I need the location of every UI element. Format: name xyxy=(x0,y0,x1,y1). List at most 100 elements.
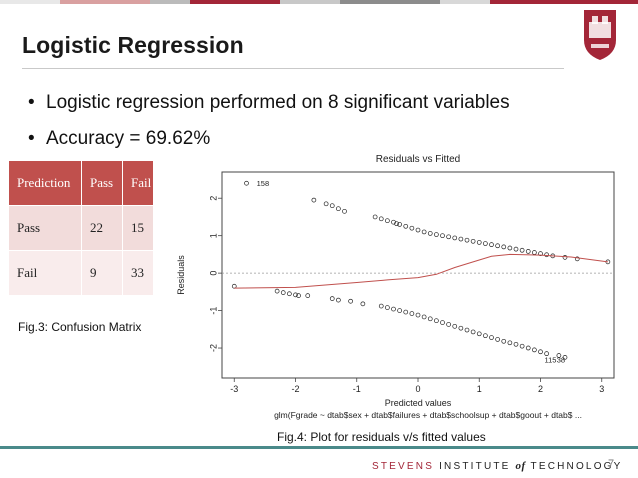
confusion-matrix-caption: Fig.3: Confusion Matrix xyxy=(18,320,142,334)
y-tick-label: -2 xyxy=(208,344,218,352)
data-point-lower xyxy=(513,341,519,347)
data-point-upper xyxy=(544,252,549,258)
data-point-upper xyxy=(394,221,399,227)
data-point-lower xyxy=(440,320,445,325)
data-point-upper xyxy=(378,216,384,222)
smooth-trend-line xyxy=(234,253,608,289)
data-point-upper xyxy=(525,249,531,254)
table-cell: Pass xyxy=(8,205,82,251)
data-point-lower xyxy=(348,298,353,304)
data-point-lower xyxy=(231,283,237,289)
table-cell: 22 xyxy=(81,205,123,251)
x-tick-label: -2 xyxy=(291,384,299,394)
data-point-upper xyxy=(501,244,507,250)
top-color-bar xyxy=(0,0,638,4)
data-point-upper xyxy=(342,208,347,214)
data-point-lower xyxy=(532,347,537,353)
data-point-upper xyxy=(434,232,439,237)
data-point-lower xyxy=(507,340,513,346)
data-point-upper xyxy=(409,225,415,231)
data-point-upper xyxy=(489,242,494,248)
data-point-lower xyxy=(446,322,451,327)
data-point-lower xyxy=(403,309,409,315)
data-point-lower xyxy=(296,293,301,298)
y-tick-label: 2 xyxy=(208,196,218,201)
data-point-lower xyxy=(544,351,549,357)
data-point-lower xyxy=(434,318,439,324)
confusion-matrix-table: Prediction Pass Fail Pass 22 15 Fail 9 3… xyxy=(8,160,154,296)
data-point-lower xyxy=(562,355,568,360)
x-tick-label: 2 xyxy=(538,384,543,394)
data-point-upper xyxy=(538,251,543,257)
data-point-lower xyxy=(421,314,427,320)
data-point-upper xyxy=(372,214,378,220)
slide-title: Logistic Regression xyxy=(22,32,244,58)
data-point-upper xyxy=(311,197,317,203)
data-point-lower xyxy=(427,316,433,322)
data-point-upper xyxy=(446,234,451,240)
x-tick-label: 3 xyxy=(599,384,604,394)
bullet-item: • Logistic regression performed on 8 sign… xyxy=(28,92,510,113)
data-point-lower xyxy=(483,333,488,339)
data-point-lower xyxy=(385,305,390,310)
data-point-upper xyxy=(507,245,513,251)
point-annotation: 115 xyxy=(545,355,557,364)
data-point-upper xyxy=(329,203,335,209)
data-point-upper xyxy=(464,237,470,243)
table-header-cell: Pass xyxy=(81,160,123,206)
residuals-vs-fitted-plot: Residuals vs Fitted -3 -2 -1 0 1 2 3 -2 -1 0 1 2 Pred… xyxy=(176,154,615,420)
data-point-upper xyxy=(574,256,580,262)
data-point-lower xyxy=(274,288,280,294)
table-cell: Fail xyxy=(8,250,82,296)
data-point-upper xyxy=(458,236,464,242)
y-axis-label: Residuals xyxy=(176,255,186,295)
data-point-lower xyxy=(470,329,476,335)
data-point-upper xyxy=(495,243,500,249)
data-point-upper xyxy=(470,238,476,244)
data-point-upper xyxy=(421,229,427,235)
data-point-lower xyxy=(458,325,464,331)
table-cell: 9 xyxy=(81,250,123,296)
data-point-lower xyxy=(293,292,298,298)
point-annotation: 38 xyxy=(557,355,565,364)
page-number: 7 xyxy=(608,458,615,470)
data-point-lower xyxy=(336,297,341,303)
point-annotation: 158 xyxy=(257,179,270,188)
data-point-upper xyxy=(440,233,445,239)
data-point-upper xyxy=(483,241,488,246)
data-point-lower xyxy=(556,353,562,358)
data-point-lower xyxy=(495,337,500,342)
table-header-row: Prediction Pass Fail xyxy=(8,160,154,206)
data-point-lower xyxy=(501,338,507,344)
data-point-lower xyxy=(280,290,286,295)
data-point-lower xyxy=(287,291,292,297)
data-point-upper xyxy=(519,247,525,253)
data-point-upper xyxy=(385,218,390,224)
data-point-upper xyxy=(397,222,402,227)
footer-brand: STEVENS INSTITUTE of TECHNOLOGY xyxy=(372,460,623,472)
data-point-upper xyxy=(323,201,329,207)
table-cell: 15 xyxy=(122,205,154,251)
x-tick-label: 1 xyxy=(477,384,482,394)
chart-title: Residuals vs Fitted xyxy=(376,154,460,165)
data-point-upper xyxy=(452,235,458,241)
data-point-lower xyxy=(305,293,311,298)
table-header-cell: Fail xyxy=(122,160,154,206)
data-point-upper xyxy=(513,246,519,252)
stevens-crest-logo xyxy=(584,10,616,60)
data-point-lower xyxy=(519,343,525,349)
data-point-upper xyxy=(427,231,433,236)
footer-divider xyxy=(0,446,638,449)
x-axis-label: Predicted values xyxy=(385,398,452,408)
table-header-cell: Prediction xyxy=(8,160,82,206)
title-divider xyxy=(22,68,564,69)
data-point-lower xyxy=(329,296,335,301)
data-point-upper xyxy=(476,240,482,245)
data-point-lower xyxy=(452,323,458,329)
plot-frame xyxy=(221,171,615,379)
residual-plot-caption: Fig.4: Plot for residuals v/s fitted val… xyxy=(277,430,486,444)
data-point-lower xyxy=(538,349,543,355)
data-point-upper xyxy=(562,255,568,260)
data-point-upper xyxy=(403,223,409,229)
x-tick-label: 0 xyxy=(415,384,420,394)
